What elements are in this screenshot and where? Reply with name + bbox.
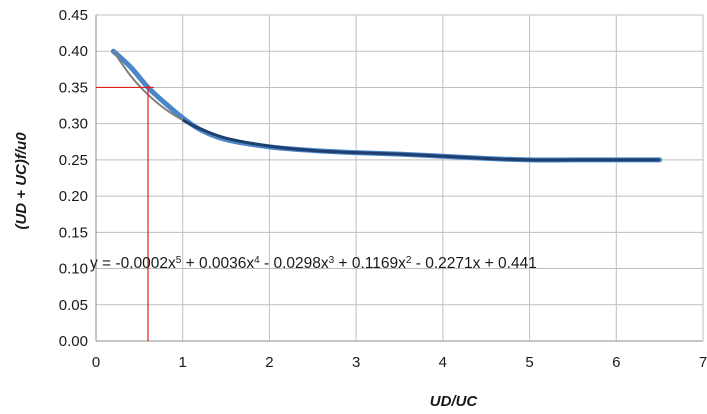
reference-lines — [96, 85, 155, 341]
equation-exponent: 5 — [176, 254, 182, 265]
series-layer — [110, 48, 663, 163]
data-curve — [110, 48, 663, 163]
y-tick-label: 0.20 — [59, 188, 88, 205]
x-tick-label: 3 — [352, 354, 360, 371]
x-tick-label: 1 — [179, 354, 187, 371]
y-axis-title: (UD + UC)f/u0 — [13, 132, 30, 230]
equation-exponent: 2 — [406, 254, 412, 265]
y-tick-label: 0.15 — [59, 224, 88, 241]
x-axis-title: UD/UC — [430, 393, 479, 410]
x-tick-label: 5 — [525, 354, 533, 371]
grid — [95, 14, 704, 342]
equation-term: + 0.1169x — [334, 255, 406, 272]
equation-term: + 0.0036x — [181, 255, 254, 272]
y-tick-label: 0.25 — [59, 152, 88, 169]
x-tick-label: 4 — [439, 354, 447, 371]
overlay-curve — [182, 118, 660, 162]
equation-exponent: 3 — [329, 254, 335, 265]
trendline-curve — [112, 50, 660, 161]
y-tick-label: 0.45 — [59, 7, 88, 24]
y-tick-label: 0.30 — [59, 116, 88, 133]
equation-term: - 0.0298x — [260, 255, 329, 272]
x-tick-label: 7 — [699, 354, 707, 371]
equation-term: y = -0.0002x — [90, 255, 176, 272]
y-tick-label: 0.05 — [59, 297, 88, 314]
equation-term: - 0.2271x + 0.441 — [411, 255, 536, 272]
x-tick-label: 2 — [265, 354, 273, 371]
trendline-equation: y = -0.0002x5 + 0.0036x4 - 0.0298x3 + 0.… — [90, 254, 537, 272]
x-tick-label: 6 — [612, 354, 620, 371]
y-tick-label: 0.40 — [59, 43, 88, 60]
y-tick-label: 0.35 — [59, 79, 88, 96]
equation-exponent: 4 — [254, 254, 260, 265]
y-tick-label: 0.00 — [59, 333, 88, 350]
y-tick-label: 0.10 — [59, 261, 88, 278]
x-tick-label: 0 — [92, 354, 100, 371]
tick-labels: 0.00 0.05 0.10 0.15 0.20 0.25 0.30 0.35 0.40 0.45… — [59, 7, 707, 371]
